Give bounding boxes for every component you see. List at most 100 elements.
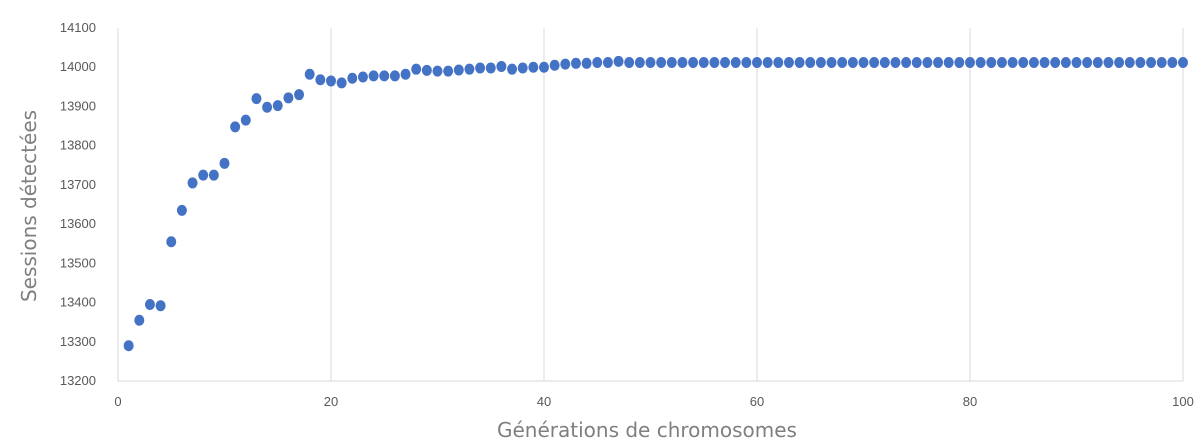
data-point [858, 57, 869, 69]
data-point [688, 57, 699, 69]
x-tick-label: 40 [537, 394, 551, 409]
data-point [1124, 57, 1135, 69]
data-point [389, 70, 400, 82]
data-point [379, 70, 390, 82]
x-axis-ticks: 0 20 40 60 80 100 [114, 394, 1193, 409]
y-tick-label: 13800 [60, 138, 96, 153]
data-point [1028, 57, 1039, 69]
data-point [539, 61, 549, 73]
data-point [357, 71, 368, 83]
data-point [240, 114, 251, 126]
gridlines [117, 28, 1184, 382]
data-point [922, 57, 933, 69]
x-axis-label: Générations de chromosomes [497, 418, 797, 441]
x-tick-label: 80 [963, 394, 977, 409]
data-point [1103, 57, 1114, 69]
data-point [666, 57, 677, 69]
data-point [1167, 57, 1178, 69]
data-point [421, 64, 432, 76]
data-point [890, 57, 901, 69]
y-axis-ticks: 13200 13300 13400 13500 13600 13700 13800 13900… [60, 20, 96, 388]
y-tick-label: 13200 [60, 373, 96, 388]
data-point [485, 62, 496, 74]
data-point [965, 57, 975, 69]
data-point [602, 57, 613, 69]
y-tick-label: 14000 [60, 59, 96, 74]
data-point [730, 57, 741, 69]
data-point [826, 57, 837, 69]
data-point [475, 62, 486, 74]
data-point [954, 57, 965, 69]
data-point [400, 68, 411, 80]
data-point [166, 236, 177, 248]
data-point [570, 57, 581, 69]
data-point [336, 77, 347, 89]
y-tick-label: 13900 [60, 98, 96, 113]
data-point [1039, 57, 1050, 69]
data-point [975, 57, 986, 69]
data-point [762, 57, 773, 69]
x-tick-label: 0 [114, 394, 121, 409]
data-point [549, 59, 560, 71]
y-tick-label: 13300 [60, 334, 96, 349]
data-point [869, 57, 880, 69]
data-point [1060, 57, 1071, 69]
data-point [996, 57, 1007, 69]
data-point [581, 57, 592, 69]
data-point [368, 70, 379, 82]
data-point [251, 93, 262, 105]
data-point [1071, 57, 1082, 69]
y-tick-label: 14100 [60, 20, 96, 35]
data-point [1050, 57, 1061, 69]
data-point [773, 57, 784, 69]
data-point [837, 57, 848, 69]
data-point [432, 65, 443, 77]
data-point [847, 57, 858, 69]
data-point [645, 57, 656, 69]
data-point [794, 57, 805, 69]
y-tick-label: 13400 [60, 295, 96, 310]
data-point [943, 57, 954, 69]
data-point [656, 57, 667, 69]
x-tick-label: 100 [1172, 394, 1194, 409]
data-point [901, 57, 912, 69]
data-point [294, 89, 305, 101]
data-point [709, 57, 720, 69]
data-point [592, 57, 603, 69]
data-point [634, 57, 645, 69]
data-point [517, 62, 528, 74]
data-point [347, 72, 358, 84]
x-tick-label: 20 [324, 394, 338, 409]
data-point [443, 65, 454, 77]
data-point [783, 57, 794, 69]
data-point [176, 204, 187, 216]
y-tick-label: 13700 [60, 177, 96, 192]
data-point [1007, 57, 1018, 69]
data-point [326, 75, 336, 87]
data-point [698, 57, 709, 69]
data-point [1135, 57, 1146, 69]
data-point [624, 57, 635, 69]
data-point [187, 177, 198, 189]
x-tick-label: 60 [750, 394, 764, 409]
data-point [123, 340, 134, 352]
data-point [411, 63, 422, 75]
data-point [283, 92, 294, 104]
data-point [752, 57, 762, 69]
data-point [272, 100, 283, 112]
data-point [304, 68, 315, 80]
data-point [1156, 57, 1167, 69]
data-point [720, 57, 731, 69]
data-point [560, 58, 571, 70]
y-axis-label: Sessions détectées [17, 110, 41, 302]
data-point [911, 57, 922, 69]
data-point [262, 101, 273, 113]
data-point [1114, 57, 1125, 69]
data-points [123, 55, 1188, 352]
data-point [1146, 57, 1157, 69]
data-point [1092, 57, 1103, 69]
data-point [230, 121, 241, 133]
data-point [741, 57, 752, 69]
data-point [677, 57, 688, 69]
